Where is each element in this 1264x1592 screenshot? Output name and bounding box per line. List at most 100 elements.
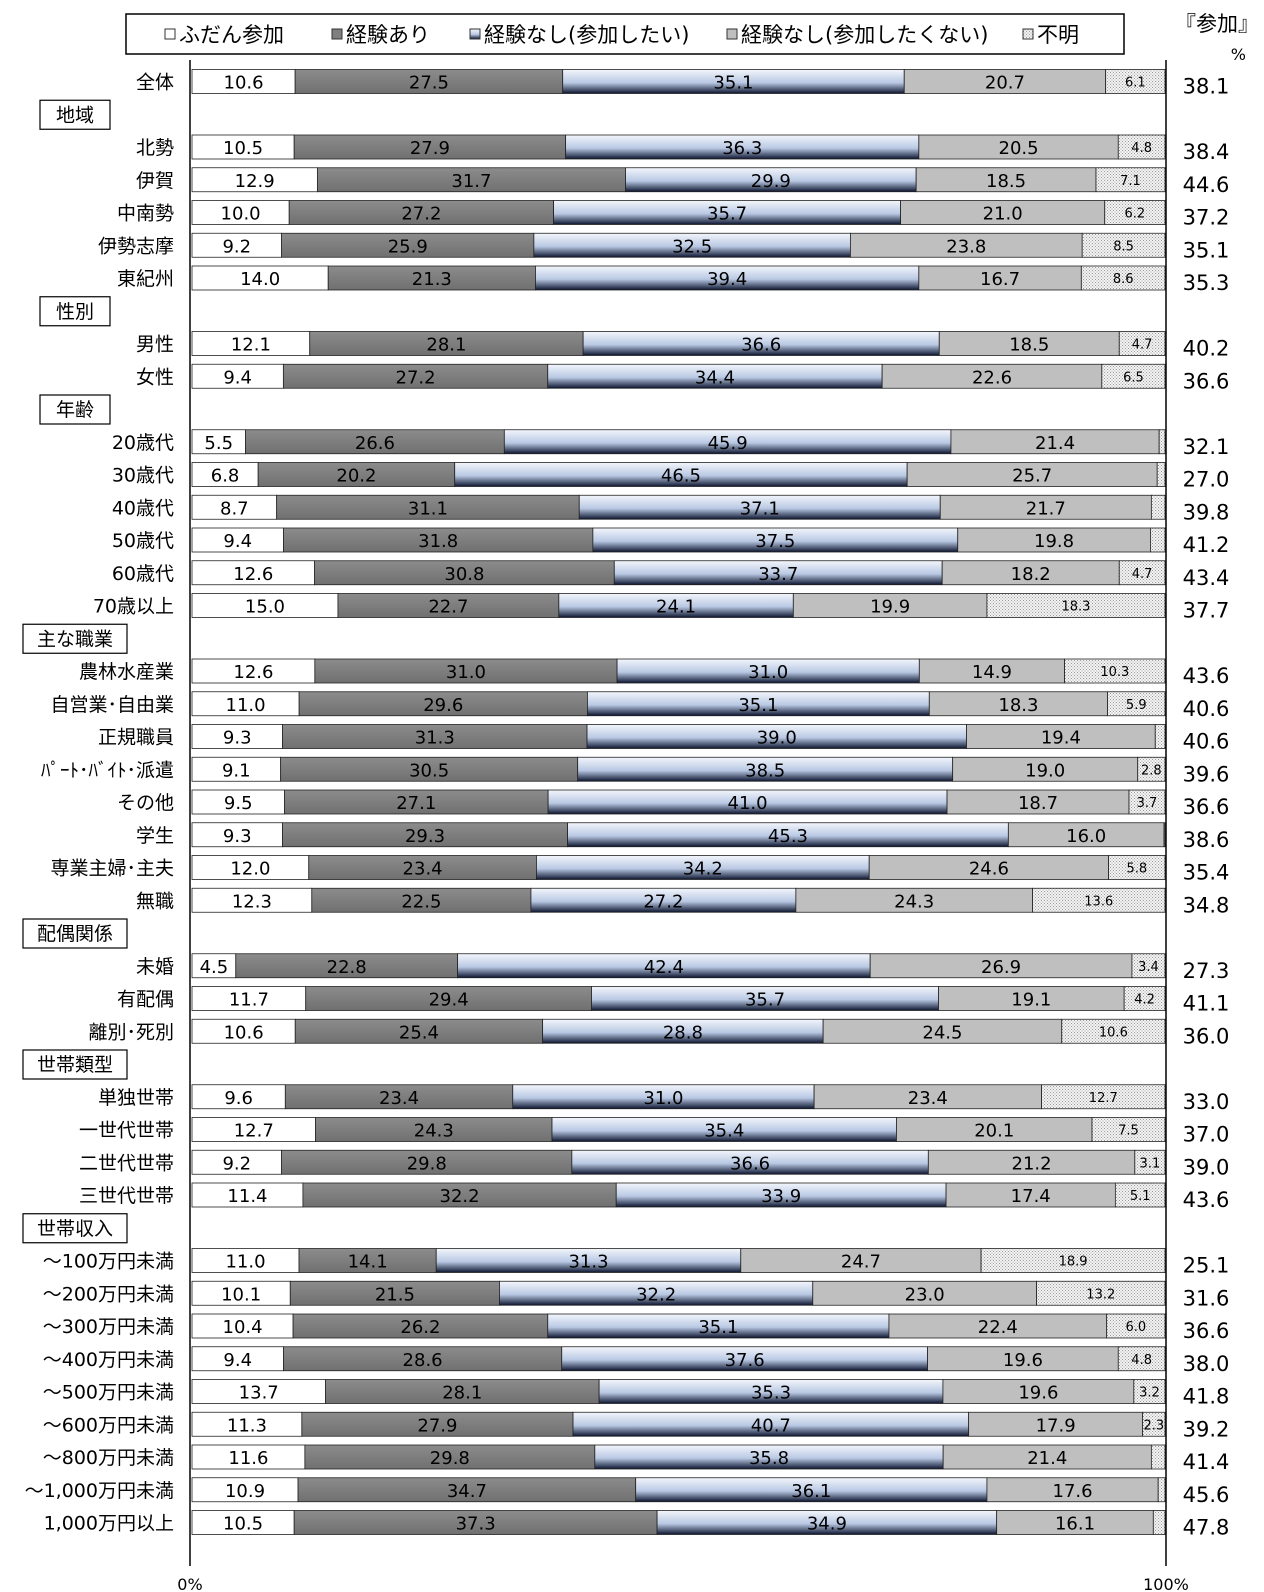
bar-segment-43-4 bbox=[1158, 1478, 1165, 1502]
bar-value-27-0: 4.5 bbox=[200, 957, 229, 978]
bar-value-38-4: 6.0 bbox=[1125, 1320, 1146, 1335]
row-label-33: 二世代世帯 bbox=[79, 1152, 174, 1174]
bar-value-23-0: 9.3 bbox=[223, 826, 252, 847]
row-total-33: 39.0 bbox=[1183, 1155, 1230, 1179]
row-total-24: 35.4 bbox=[1183, 861, 1230, 885]
bar-value-34-3: 17.4 bbox=[1011, 1186, 1051, 1207]
bar-value-5-2: 32.5 bbox=[672, 236, 712, 257]
bar-value-25-3: 24.3 bbox=[894, 891, 934, 912]
bar-value-4-0: 10.0 bbox=[221, 204, 261, 225]
bar-value-23-3: 16.0 bbox=[1066, 826, 1106, 847]
bar-value-38-1: 26.2 bbox=[400, 1317, 440, 1338]
bar-value-23-1: 29.3 bbox=[405, 826, 445, 847]
legend-swatch-3 bbox=[727, 29, 737, 39]
bar-value-29-4: 10.6 bbox=[1099, 1025, 1128, 1040]
row-label-5: 伊勢志摩 bbox=[98, 235, 174, 257]
bar-value-33-0: 9.2 bbox=[222, 1153, 251, 1174]
bar-value-33-4: 3.1 bbox=[1140, 1156, 1161, 1171]
bar-value-21-1: 30.5 bbox=[409, 760, 449, 781]
row-label-12: 30歳代 bbox=[112, 465, 174, 487]
bar-value-42-3: 21.4 bbox=[1027, 1448, 1067, 1469]
bar-value-39-4: 4.8 bbox=[1131, 1353, 1152, 1368]
row-total-4: 37.2 bbox=[1183, 206, 1230, 230]
bar-value-2-0: 10.5 bbox=[223, 138, 263, 159]
row-label-23: 学生 bbox=[136, 825, 174, 847]
bar-value-2-1: 27.9 bbox=[410, 138, 450, 159]
legend-label-1: 経験あり bbox=[346, 23, 430, 47]
row-total-3: 44.6 bbox=[1183, 173, 1230, 197]
bar-value-18-1: 31.0 bbox=[446, 662, 486, 683]
row-label-24: 専業主婦･主夫 bbox=[50, 858, 174, 880]
bar-value-15-4: 4.7 bbox=[1132, 567, 1153, 582]
bar-value-8-4: 4.7 bbox=[1132, 338, 1153, 353]
row-total-21: 39.6 bbox=[1183, 762, 1230, 786]
bar-value-38-3: 22.4 bbox=[978, 1317, 1018, 1338]
bar-value-34-4: 5.1 bbox=[1130, 1189, 1151, 1204]
bar-segment-23-4 bbox=[1164, 823, 1165, 847]
row-total-2: 38.4 bbox=[1183, 140, 1230, 164]
row-total-28: 41.1 bbox=[1183, 992, 1230, 1016]
bar-value-19-0: 11.0 bbox=[226, 695, 266, 716]
bar-value-20-2: 39.0 bbox=[757, 728, 797, 749]
bar-value-25-4: 13.6 bbox=[1084, 894, 1113, 909]
row-total-19: 40.6 bbox=[1183, 697, 1230, 721]
bar-value-6-0: 14.0 bbox=[240, 269, 280, 290]
bar-value-13-0: 8.7 bbox=[220, 498, 249, 519]
bar-value-28-1: 29.4 bbox=[429, 990, 469, 1011]
bar-value-34-2: 33.9 bbox=[761, 1186, 801, 1207]
bar-value-36-4: 18.9 bbox=[1059, 1255, 1088, 1270]
row-total-37: 31.6 bbox=[1183, 1286, 1230, 1310]
row-total-11: 32.1 bbox=[1183, 435, 1230, 459]
bar-value-20-1: 31.3 bbox=[415, 728, 455, 749]
row-total-43: 45.6 bbox=[1183, 1483, 1230, 1507]
row-label-4: 中南勢 bbox=[117, 203, 174, 225]
bar-value-27-3: 26.9 bbox=[981, 957, 1021, 978]
bar-value-36-1: 14.1 bbox=[348, 1252, 388, 1273]
bar-value-22-0: 9.5 bbox=[224, 793, 253, 814]
bar-segment-44-4 bbox=[1153, 1511, 1165, 1535]
bar-value-33-3: 21.2 bbox=[1012, 1153, 1052, 1174]
bar-value-0-1: 27.5 bbox=[409, 73, 449, 94]
bar-value-24-2: 34.2 bbox=[683, 859, 723, 880]
bar-value-37-4: 13.2 bbox=[1086, 1287, 1115, 1302]
bar-value-12-0: 6.8 bbox=[211, 466, 240, 487]
bar-value-18-4: 10.3 bbox=[1100, 665, 1129, 680]
bar-value-21-3: 19.0 bbox=[1025, 760, 1065, 781]
bar-value-5-4: 8.5 bbox=[1113, 239, 1134, 254]
bar-value-31-1: 23.4 bbox=[379, 1088, 419, 1109]
bar-value-20-3: 19.4 bbox=[1041, 728, 1081, 749]
row-total-41: 39.2 bbox=[1183, 1417, 1230, 1441]
bar-value-18-2: 31.0 bbox=[748, 662, 788, 683]
legend-swatch-1 bbox=[332, 29, 342, 39]
bar-value-31-0: 9.6 bbox=[224, 1088, 253, 1109]
bar-value-34-0: 11.4 bbox=[227, 1186, 267, 1207]
bar-value-37-1: 21.5 bbox=[375, 1284, 415, 1305]
bar-value-12-2: 46.5 bbox=[661, 466, 701, 487]
row-label-39: ～400万円未満 bbox=[43, 1349, 174, 1371]
group-label-30: 世帯類型 bbox=[37, 1054, 113, 1076]
row-total-5: 35.1 bbox=[1183, 238, 1230, 262]
bar-value-41-1: 27.9 bbox=[417, 1415, 457, 1436]
legend-item-3: 経験なし(参加したくない) bbox=[727, 23, 988, 47]
row-total-22: 36.6 bbox=[1183, 795, 1230, 819]
row-label-43: ～1,000万円未満 bbox=[25, 1480, 174, 1502]
row-total-27: 27.3 bbox=[1183, 959, 1230, 983]
bar-value-29-1: 25.4 bbox=[399, 1022, 439, 1043]
bar-value-44-3: 16.1 bbox=[1055, 1514, 1095, 1535]
bar-value-16-4: 18.3 bbox=[1061, 600, 1090, 615]
bar-value-9-2: 34.4 bbox=[695, 367, 735, 388]
row-label-36: ～100万円未満 bbox=[43, 1251, 174, 1273]
bar-value-22-4: 3.7 bbox=[1137, 796, 1158, 811]
bar-value-24-3: 24.6 bbox=[969, 859, 1009, 880]
bar-value-36-0: 11.0 bbox=[225, 1252, 265, 1273]
bar-value-13-3: 21.7 bbox=[1026, 498, 1066, 519]
bar-value-15-2: 33.7 bbox=[758, 564, 798, 585]
bar-value-24-4: 5.8 bbox=[1126, 862, 1147, 877]
row-label-8: 男性 bbox=[136, 334, 174, 356]
bar-value-15-3: 18.2 bbox=[1011, 564, 1051, 585]
bar-value-36-2: 31.3 bbox=[568, 1252, 608, 1273]
row-label-13: 40歳代 bbox=[112, 497, 174, 519]
bar-value-4-4: 6.2 bbox=[1125, 207, 1146, 222]
row-total-25: 34.8 bbox=[1183, 893, 1230, 917]
row-label-38: ～300万円未満 bbox=[43, 1316, 174, 1338]
